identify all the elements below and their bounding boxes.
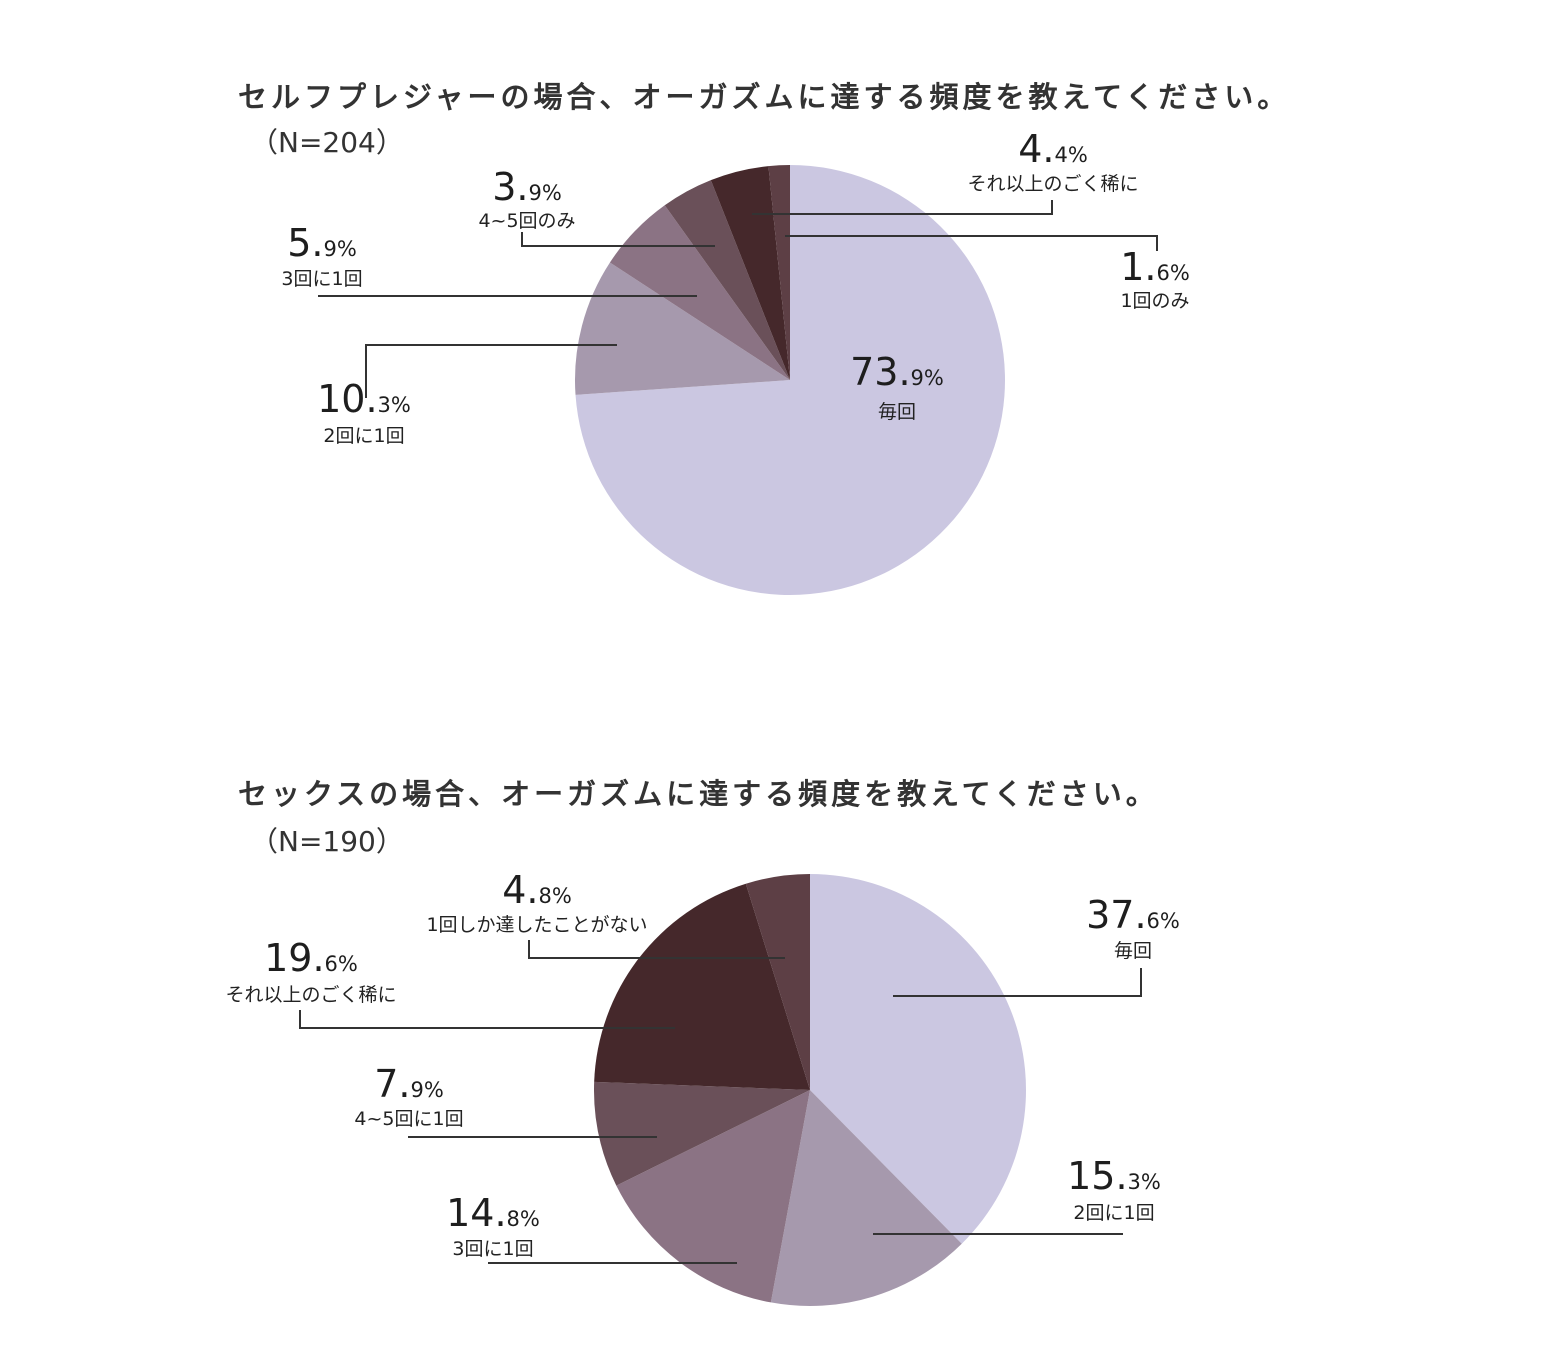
slice-percent-label: 5.9% [287, 221, 357, 265]
slice-percent-label: 37.6% [1086, 893, 1180, 937]
leader-line [893, 968, 1142, 997]
slice-percent-label: 7.9% [374, 1062, 444, 1106]
leader-line [752, 200, 1053, 215]
leader-line [528, 940, 785, 959]
chart-sample-size: （N=204） [250, 126, 404, 159]
leader-line [365, 344, 617, 398]
pie-slice [664, 180, 790, 380]
pie-slice [710, 166, 790, 380]
pie-slice [594, 883, 810, 1090]
pie-chart-2: セックスの場合、オーガズムに達する頻度を教えてください。 （N=190） 37.6%… [225, 777, 1180, 1306]
slice-percent-label: 1.6% [1120, 245, 1190, 289]
slice-category-label: 2回に1回 [323, 425, 404, 447]
chart-title: セックスの場合、オーガズムに達する頻度を教えてください。 [238, 777, 1159, 811]
slice-percent-label: 4.4% [1018, 127, 1088, 171]
slice-category-label: 3回に1回 [452, 1238, 533, 1260]
slice-category-label: 1回のみ [1120, 290, 1189, 312]
chart-title: セルフプレジャーの場合、オーガズムに達する頻度を教えてください。 [238, 80, 1290, 114]
chart-sample-size: （N=190） [250, 825, 404, 858]
pie-chart-1: セルフプレジャーの場合、オーガズムに達する頻度を教えてください。 （N=204） 7… [238, 80, 1290, 596]
slice-percent-label: 4.8% [502, 868, 572, 912]
slice-category-label: 3回に1回 [281, 268, 362, 290]
slice-percent-label: 19.6% [264, 936, 358, 980]
slice-category-label: それ以上のごく稀に [225, 984, 396, 1006]
slice-category-label: 毎回 [1114, 940, 1152, 962]
leader-line [521, 232, 715, 247]
slice-percent-label: 73.9% [850, 350, 944, 394]
slice-category-label: 4~5回のみ [478, 210, 575, 232]
slice-category-label: 2回に1回 [1073, 1202, 1154, 1224]
slice-category-label: 毎回 [878, 401, 916, 423]
slice-percent-label: 10.3% [317, 377, 411, 421]
pie-slice [768, 165, 790, 380]
slice-percent-label: 14.8% [446, 1191, 540, 1235]
pie-slice [810, 874, 1026, 1244]
leader-line [785, 235, 1158, 251]
pie-slice [594, 1081, 810, 1186]
slice-category-label: 1回しか達したことがない [426, 914, 647, 936]
slice-percent-label: 15.3% [1067, 1154, 1161, 1198]
slice-category-label: 4~5回に1回 [354, 1108, 463, 1130]
slice-category-label: それ以上のごく稀に [967, 173, 1138, 195]
pie-slice [616, 1090, 810, 1303]
slice-percent-label: 3.9% [492, 165, 562, 209]
pie-slice [609, 205, 790, 380]
pie-slice [745, 874, 810, 1090]
pie-slice [770, 1090, 962, 1306]
leader-line [299, 1010, 675, 1029]
pie-slice [575, 165, 1006, 596]
